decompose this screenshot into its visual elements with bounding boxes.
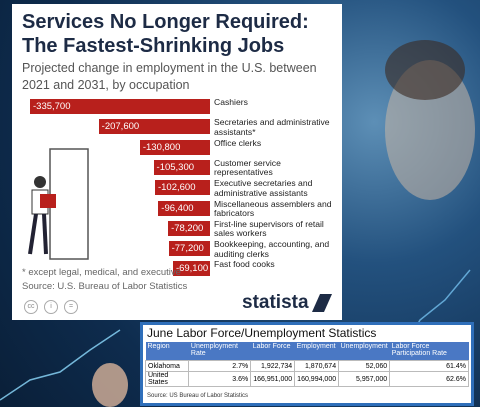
column-header: Region bbox=[145, 342, 189, 361]
column-header: Labor Force bbox=[250, 342, 295, 361]
category-label: Miscellaneous assemblers and fabricators bbox=[214, 198, 332, 218]
bar: -105,300 bbox=[153, 159, 210, 175]
category-label: First-line supervisors of retail sales w… bbox=[214, 218, 324, 239]
brand-logo bbox=[312, 294, 332, 312]
category-label: Executive secretaries and administrative… bbox=[214, 178, 313, 198]
value-label: -105,300 bbox=[156, 161, 195, 173]
chart-title: Services No Longer Required: The Fastest… bbox=[22, 11, 309, 57]
category-label: Fast food cooks bbox=[214, 259, 275, 270]
table-cell: 160,994,000 bbox=[294, 371, 340, 387]
value-label: -335,700 bbox=[33, 101, 71, 112]
table-cell: 166,951,000 bbox=[250, 371, 296, 387]
stats-table: Region Unemployment Rate Labor Force Employ… bbox=[144, 342, 469, 387]
brand: statista bbox=[242, 292, 309, 313]
table-cell: 2.7% bbox=[188, 360, 252, 372]
table-cell: 52,060 bbox=[338, 360, 391, 372]
value-label: -207,600 bbox=[101, 121, 140, 133]
column-header: Labor Force Participation Rate bbox=[389, 342, 469, 361]
category-label: Customer service representatives bbox=[214, 157, 281, 178]
bar: -69,100 bbox=[172, 261, 210, 277]
table-cell: 1,922,734 bbox=[250, 360, 296, 372]
bar: -207,600 bbox=[98, 119, 210, 135]
table-cell: Oklahoma bbox=[144, 360, 190, 372]
table-cell: 5,957,000 bbox=[338, 371, 391, 387]
bar: -335,700 bbox=[30, 99, 210, 114]
table-source: Source: US Bureau of Labor Statistics bbox=[147, 393, 249, 399]
table-title: June Labor Force/Unemployment Statistics bbox=[147, 326, 377, 340]
category-label: Bookkeeping, accounting, and auditing cl… bbox=[214, 239, 330, 259]
table-cell: United States bbox=[144, 371, 190, 387]
table-row: Oklahoma 2.7% 1,922,734 1,870,674 52,060 61.4… bbox=[144, 360, 469, 372]
bar: -102,600 bbox=[154, 180, 210, 196]
table-cell: 1,870,674 bbox=[294, 360, 340, 372]
value-label: -77,200 bbox=[171, 243, 204, 255]
chart-panel: Services No Longer Required: The Fastest… bbox=[12, 4, 342, 320]
column-header: Unemployment Rate bbox=[188, 342, 251, 361]
stats-table-panel: June Labor Force/Unemployment Statistics… bbox=[140, 322, 474, 406]
equal-icon: = bbox=[64, 300, 78, 314]
category-label: Cashiers bbox=[214, 97, 248, 107]
info-icon: i bbox=[44, 300, 58, 314]
table-row: United States 3.6% 166,951,000 160,994,000 5… bbox=[144, 371, 469, 387]
illustration bbox=[28, 148, 89, 260]
column-header: Unemployment bbox=[338, 342, 390, 361]
bar: -78,200 bbox=[168, 220, 210, 236]
value-label: -130,800 bbox=[142, 141, 181, 153]
footnote: * except legal, medical, and executive bbox=[22, 267, 181, 278]
value-label: -69,100 bbox=[175, 263, 209, 275]
value-label: -96,400 bbox=[161, 202, 194, 214]
category-label: Office clerks bbox=[214, 137, 262, 148]
chart-subtitle: Projected change in employment in the U.… bbox=[22, 61, 317, 92]
value-label: -78,200 bbox=[171, 222, 204, 234]
license-icon: cc bbox=[24, 300, 38, 314]
category-label: Secretaries and administrative assistant… bbox=[214, 117, 330, 137]
source: Source: U.S. Bureau of Labor Statistics bbox=[22, 281, 188, 292]
table-cell: 62.6% bbox=[389, 371, 469, 387]
table-cell: 61.4% bbox=[389, 360, 469, 372]
bar: -77,200 bbox=[168, 241, 210, 257]
bar: -130,800 bbox=[139, 139, 210, 155]
bar: -96,400 bbox=[158, 200, 210, 216]
column-header: Employment bbox=[294, 342, 339, 361]
value-label: -102,600 bbox=[157, 182, 196, 194]
table-cell: 3.6% bbox=[188, 371, 252, 387]
